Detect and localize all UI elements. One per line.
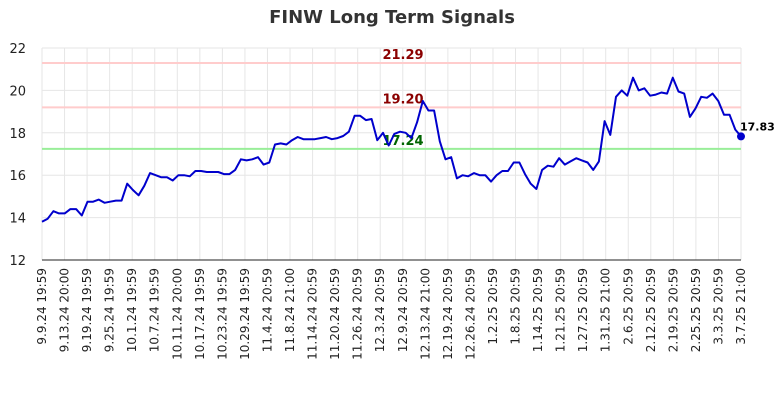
- x-tick-label: 12.3.24 20:59: [373, 268, 387, 352]
- x-tick-label: 10.11.24 20:00: [170, 268, 184, 360]
- last-value-label: 17.83: [740, 120, 775, 133]
- y-tick-label: 14: [9, 212, 26, 227]
- y-tick-label: 16: [9, 169, 26, 184]
- x-tick-label: 1.14.25 20:59: [531, 268, 545, 352]
- x-tick-label: 10.7.24 19:59: [148, 268, 162, 352]
- x-tick-label: 2.12.25 20:59: [644, 268, 658, 352]
- x-tick-label: 9.19.24 19:59: [80, 268, 94, 352]
- x-tick-label: 12.26.24 20:59: [463, 268, 477, 360]
- x-tick-label: 12.9.24 20:59: [396, 268, 410, 352]
- x-tick-label: 11.4.24 20:59: [260, 268, 274, 352]
- x-tick-label: 1.31.25 21:00: [599, 268, 613, 352]
- x-tick-label: 11.14.24 20:59: [306, 268, 320, 360]
- series-line: [41, 76, 742, 223]
- x-tick-label: 11.20.24 20:59: [328, 268, 342, 360]
- x-tick-label: 1.27.25 20:59: [576, 268, 590, 352]
- x-tick-label: 12.19.24 20:59: [441, 268, 455, 360]
- x-tick-label: 3.7.25 21:00: [734, 268, 748, 345]
- x-tick-label: 2.25.25 20:59: [689, 268, 703, 352]
- y-tick-label: 20: [9, 84, 26, 99]
- reference-line-label: 19.20: [382, 92, 423, 107]
- x-tick-label: 10.1.24 19:59: [125, 268, 139, 352]
- x-tick-label: 9.13.24 20:00: [58, 268, 72, 352]
- x-tick-label: 2.6.25 20:59: [621, 268, 635, 345]
- x-tick-label: 10.17.24 19:59: [193, 268, 207, 360]
- reference-line-label: 17.24: [382, 134, 423, 149]
- x-tick-label: 9.9.24 19:59: [35, 268, 49, 345]
- x-tick-label: 10.23.24 19:59: [215, 268, 229, 360]
- x-tick-label: 3.3.25 20:59: [711, 268, 725, 345]
- reference-line-label: 21.29: [382, 48, 423, 63]
- last-point-marker: [737, 132, 745, 141]
- chart-title: FINW Long Term Signals: [269, 7, 515, 28]
- x-tick-label: 12.13.24 21:00: [418, 268, 432, 360]
- y-tick-label: 18: [9, 127, 26, 142]
- y-tick-label: 22: [9, 42, 26, 57]
- x-tick-label: 10.29.24 19:59: [238, 268, 252, 360]
- x-tick-label: 11.26.24 20:59: [351, 268, 365, 360]
- x-tick-label: 1.2.25 20:59: [486, 268, 500, 345]
- x-tick-label: 9.25.24 19:59: [103, 268, 117, 352]
- x-tick-label: 2.19.25 20:59: [666, 268, 680, 352]
- y-tick-label: 12: [9, 254, 26, 269]
- x-tick-label: 1.21.25 20:59: [554, 268, 568, 352]
- x-tick-label: 1.8.25 20:59: [509, 268, 523, 345]
- x-tick-label: 11.8.24 21:00: [283, 268, 297, 352]
